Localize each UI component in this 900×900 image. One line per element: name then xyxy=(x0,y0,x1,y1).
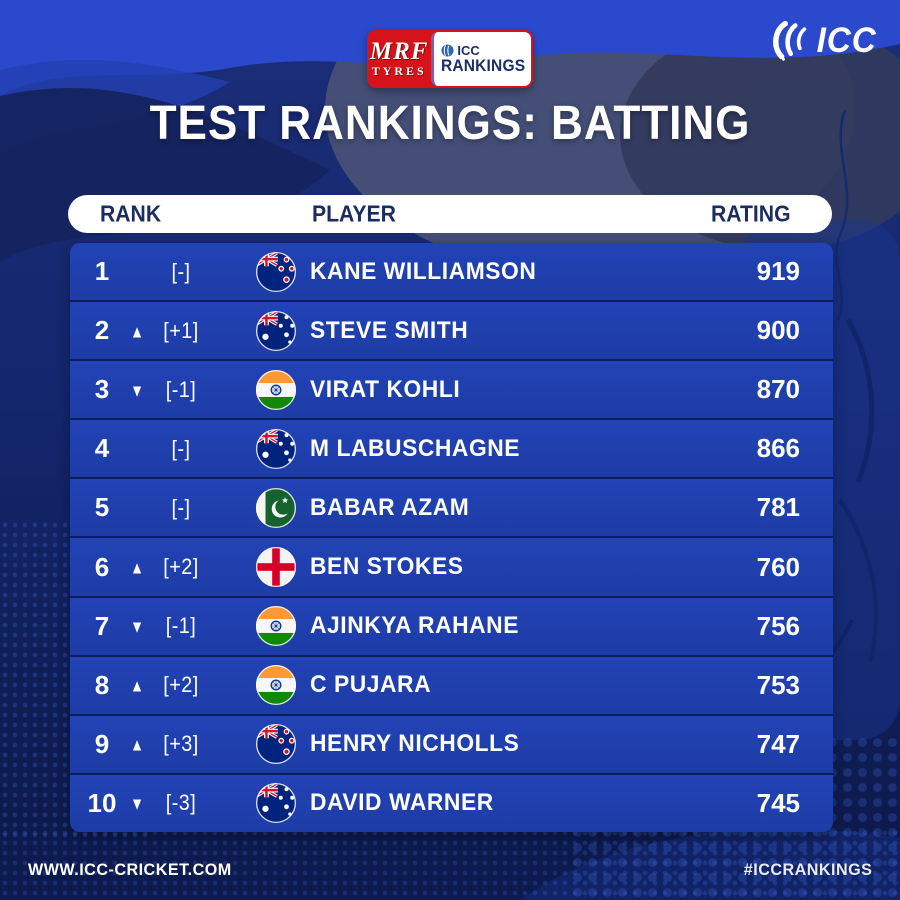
rating-value: 760 xyxy=(756,551,800,582)
icc-globe-icon xyxy=(441,44,454,57)
movement-arrow-icon: ▲ xyxy=(130,557,144,578)
flag-australia-icon xyxy=(255,428,297,470)
rank-value: 3 xyxy=(94,374,110,405)
icc-rankings-logo: ICC RANKINGS xyxy=(431,32,531,86)
movement-label: [+2] xyxy=(163,554,199,580)
column-header-rating: RATING xyxy=(710,200,791,227)
flag-pakistan-icon xyxy=(255,487,297,529)
player-name: BABAR AZAM xyxy=(310,493,470,521)
table-header: RANK PLAYER RATING xyxy=(68,195,832,233)
rank-value: 4 xyxy=(94,433,110,464)
movement-label: [+3] xyxy=(163,731,199,757)
player-name: C PUJARA xyxy=(310,671,432,699)
rating-value: 900 xyxy=(756,315,800,346)
rating-value: 745 xyxy=(756,787,800,818)
player-name: BEN STOKES xyxy=(310,553,464,581)
badge-rankings-text: RANKINGS xyxy=(441,56,526,75)
rating-value: 919 xyxy=(756,256,800,287)
footer-website: WWW.ICC-CRICKET.COM xyxy=(28,860,232,879)
mrf-text: MRF xyxy=(369,38,429,65)
movement-arrow-icon: ▲ xyxy=(130,734,144,755)
rank-value: 1 xyxy=(94,256,110,287)
table-row: 5 [-] BABAR AZAM 781 xyxy=(70,479,833,539)
flag-new-zealand-icon xyxy=(255,251,297,293)
player-name: DAVID WARNER xyxy=(310,789,494,817)
table-row: 4 [-] M LABUSCHAGNE 866 xyxy=(70,420,833,480)
rating-value: 753 xyxy=(756,669,800,700)
column-header-player: PLAYER xyxy=(312,200,396,227)
flag-australia-icon xyxy=(255,782,297,824)
rankings-table: 1 [-] KANE WILLIAMSON 919 2 ▲ [+1] STEVE… xyxy=(70,243,833,832)
table-row: 10 ▼ [-3] DAVID WARNER 745 xyxy=(70,774,833,832)
page-title: TEST RANKINGS: BATTING xyxy=(149,97,751,150)
player-name: M LABUSCHAGNE xyxy=(310,434,521,462)
player-name: AJINKYA RAHANE xyxy=(310,612,519,640)
movement-label: [-] xyxy=(171,258,191,284)
rank-value: 9 xyxy=(94,728,110,759)
table-row: 9 ▲ [+3] HENRY NICHOLLS 747 xyxy=(70,715,833,775)
rating-value: 756 xyxy=(756,610,800,641)
rank-value: 8 xyxy=(94,669,110,700)
sponsor-badge: MRF TYRES ICC RANKINGS xyxy=(367,30,533,88)
movement-arrow-icon: ▼ xyxy=(130,379,144,400)
flag-india-icon xyxy=(255,605,297,647)
player-name: VIRAT KOHLI xyxy=(310,375,461,403)
rating-value: 866 xyxy=(756,433,800,464)
icc-logo-text: ICC xyxy=(816,21,877,60)
icc-swoosh-icon xyxy=(772,20,806,61)
movement-label: [+1] xyxy=(163,317,199,343)
rating-value: 870 xyxy=(756,374,800,405)
movement-arrow-icon: ▼ xyxy=(130,616,144,637)
player-name: STEVE SMITH xyxy=(310,316,469,344)
movement-label: [+2] xyxy=(163,672,199,698)
rank-value: 10 xyxy=(87,787,117,818)
rating-value: 747 xyxy=(756,728,800,759)
rank-value: 5 xyxy=(94,492,110,523)
table-row: 7 ▼ [-1] AJINKYA RAHANE 756 xyxy=(70,597,833,657)
column-header-rank: RANK xyxy=(100,200,162,227)
movement-label: [-3] xyxy=(165,790,197,816)
movement-label: [-1] xyxy=(165,376,197,402)
movement-arrow-icon: ▲ xyxy=(130,320,144,341)
movement-arrow-icon: ▲ xyxy=(130,675,144,696)
tyres-text: TYRES xyxy=(371,64,427,78)
rating-value: 781 xyxy=(756,492,800,523)
table-row: 2 ▲ [+1] STEVE SMITH 900 xyxy=(70,302,833,362)
rank-value: 6 xyxy=(94,551,110,582)
player-name: KANE WILLIAMSON xyxy=(310,257,537,285)
flag-australia-icon xyxy=(255,310,297,352)
movement-label: [-] xyxy=(171,435,191,461)
table-row: 3 ▼ [-1] VIRAT KOHLI 870 xyxy=(70,361,833,421)
rank-value: 2 xyxy=(94,315,110,346)
badge-icc-text: ICC xyxy=(457,42,480,58)
movement-label: [-1] xyxy=(165,613,197,639)
rank-value: 7 xyxy=(94,610,110,641)
table-row: 1 [-] KANE WILLIAMSON 919 xyxy=(70,243,833,303)
icc-logo: ICC xyxy=(765,20,878,62)
table-row: 6 ▲ [+2] BEN STOKES 760 xyxy=(70,538,833,598)
flag-india-icon xyxy=(255,369,297,411)
movement-label: [-] xyxy=(171,494,191,520)
mrf-logo: MRF TYRES xyxy=(367,30,431,88)
flag-india-icon xyxy=(255,664,297,706)
player-name: HENRY NICHOLLS xyxy=(310,730,520,758)
footer-hashtag: #ICCRANKINGS xyxy=(743,860,872,879)
flag-new-zealand-icon xyxy=(255,723,297,765)
table-row: 8 ▲ [+2] C PUJARA 753 xyxy=(70,656,833,716)
flag-england-icon xyxy=(255,546,297,588)
movement-arrow-icon: ▼ xyxy=(130,793,144,814)
